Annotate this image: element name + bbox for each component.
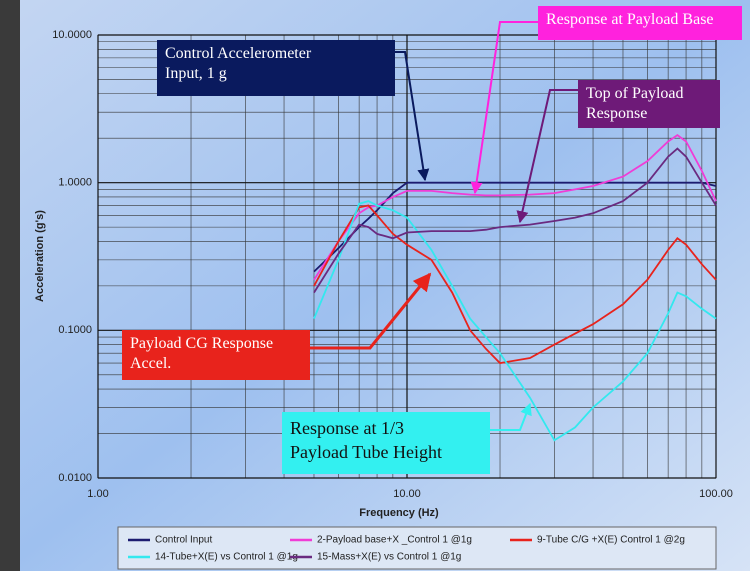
arrow xyxy=(470,21,538,195)
legend-label: 9-Tube C/G +X(E) Control 1 @2g xyxy=(537,535,685,546)
legend-label: 15-Mass+X(E) vs Control 1 @1g xyxy=(317,552,461,563)
photo-strip xyxy=(0,0,20,571)
legend-box xyxy=(117,526,717,570)
arrow xyxy=(516,89,578,224)
y-tick-label: 10.0000 xyxy=(52,29,92,41)
arrow xyxy=(395,51,430,182)
annotation: Payload CG Response Accel. xyxy=(122,330,310,380)
y-tick-label: 0.1000 xyxy=(58,324,92,336)
annotation: Top of Payload Response xyxy=(578,80,720,128)
legend-label: 2-Payload base+X _Control 1 @1g xyxy=(317,535,472,546)
y-tick-label: 1.0000 xyxy=(58,177,92,189)
y-axis-label: Acceleration (g's) xyxy=(34,210,46,302)
annotation: Response at 1/3 Payload Tube Height xyxy=(282,412,490,474)
x-tick-label: 100.00 xyxy=(699,488,733,500)
x-tick-label: 1.00 xyxy=(87,488,108,500)
annotation: Control Accelerometer Input, 1 g xyxy=(157,40,395,96)
y-tick-label: 0.0100 xyxy=(58,472,92,484)
arrows xyxy=(310,21,578,431)
legend-label: 14-Tube+X(E) vs Control 1 @1g xyxy=(155,552,298,563)
series-line xyxy=(313,133,717,281)
annotation: Response at Payload Base xyxy=(538,6,742,40)
series-line xyxy=(313,204,717,365)
x-axis-label: Frequency (Hz) xyxy=(359,507,439,519)
arrow xyxy=(310,272,432,350)
x-tick-label: 10.00 xyxy=(393,488,421,500)
series-line xyxy=(313,200,717,442)
arrow xyxy=(490,402,532,431)
legend-label: Control Input xyxy=(155,535,212,546)
series-line xyxy=(313,147,717,294)
